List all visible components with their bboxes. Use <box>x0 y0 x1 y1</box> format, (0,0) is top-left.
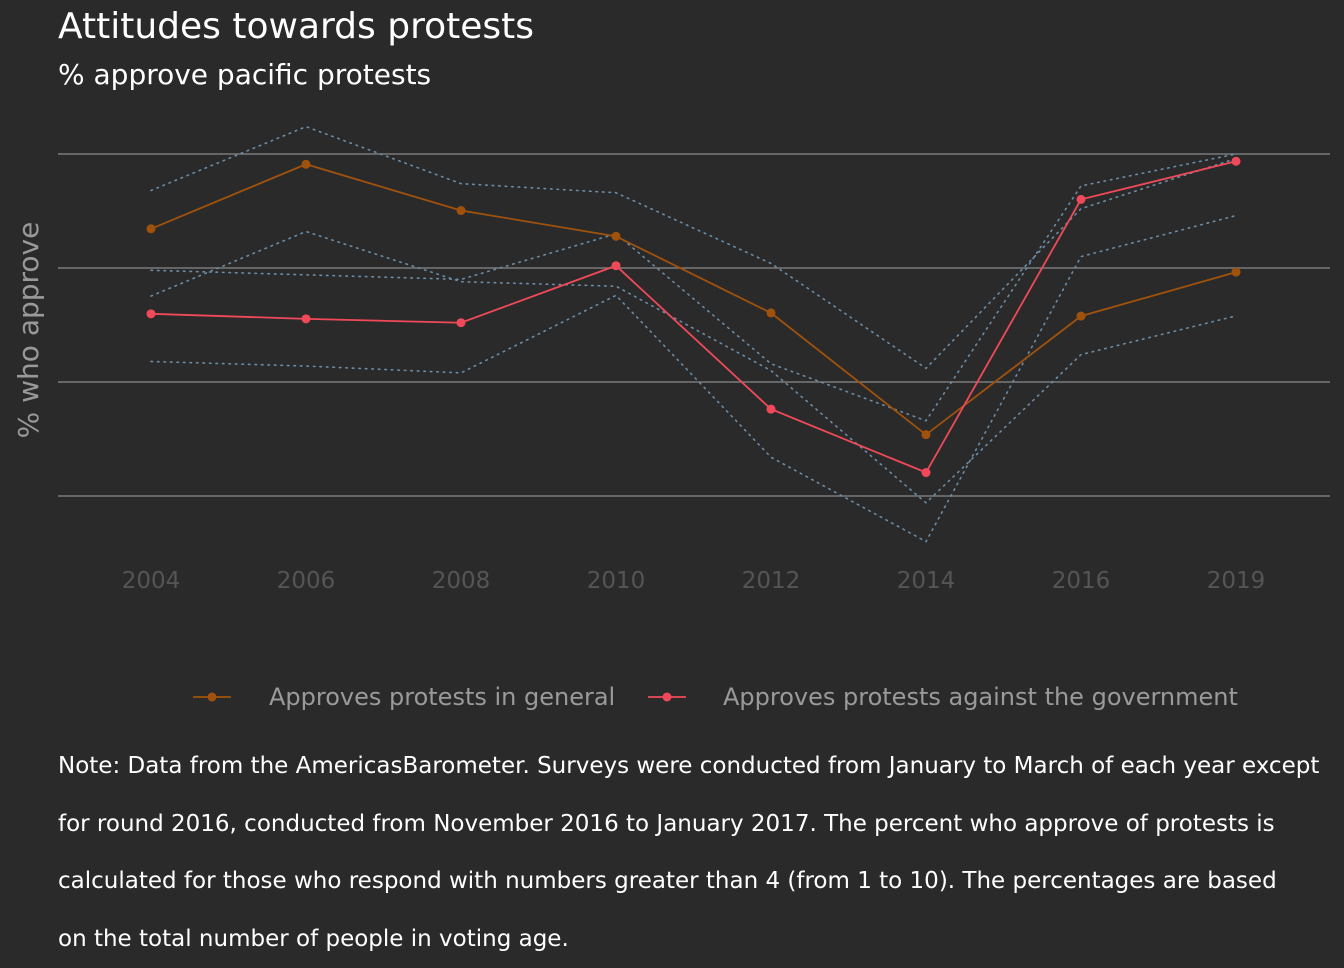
data-point <box>767 308 776 317</box>
note-line: for round 2016, conducted from November … <box>58 796 1344 854</box>
x-tick-label: 2010 <box>587 568 646 594</box>
x-tick-label: 2012 <box>742 568 801 594</box>
legend: Approves protests in general Approves pro… <box>193 683 1238 711</box>
legend-key-point <box>663 693 672 702</box>
legend-label: Approves protests against the government <box>723 683 1238 711</box>
x-tick-label: 2004 <box>122 568 181 594</box>
data-point <box>767 405 776 414</box>
data-point <box>147 224 156 233</box>
x-tick-label: 2008 <box>432 568 491 594</box>
data-point <box>1232 268 1241 277</box>
series-line <box>151 161 1236 472</box>
ci-line <box>151 216 1236 542</box>
data-point <box>147 309 156 318</box>
data-point <box>457 318 466 327</box>
chart-note: Note: Data from the AmericasBarometer. S… <box>58 738 1344 968</box>
note-line: calculated for those who respond with nu… <box>58 853 1344 911</box>
data-point <box>922 430 931 439</box>
x-tick-label: 2016 <box>1052 568 1111 594</box>
series-lines <box>147 157 1241 477</box>
line-chart: 2004 2006 2008 2010 2012 2014 2016 2019 % who a… <box>0 0 1344 730</box>
note-line: on the total number of people in voting … <box>58 911 1344 968</box>
data-point <box>612 261 621 270</box>
data-point <box>1232 157 1241 166</box>
data-point <box>302 160 311 169</box>
data-point <box>457 206 466 215</box>
data-point <box>922 468 931 477</box>
x-tick-label: 2006 <box>277 568 336 594</box>
confidence-bands <box>151 127 1236 542</box>
legend-key-point <box>208 693 217 702</box>
data-point <box>302 314 311 323</box>
data-point <box>1077 312 1086 321</box>
legend-label: Approves protests in general <box>269 683 615 711</box>
x-tick-label: 2019 <box>1207 568 1266 594</box>
y-axis-label: % who approve <box>12 222 45 439</box>
x-axis: 2004 2006 2008 2010 2012 2014 2016 2019 <box>122 568 1266 594</box>
ci-line <box>151 154 1236 421</box>
x-tick-label: 2014 <box>897 568 956 594</box>
ci-line <box>151 127 1236 369</box>
data-point <box>612 232 621 241</box>
gridlines <box>58 154 1330 496</box>
data-point <box>1077 195 1086 204</box>
note-line: Note: Data from the AmericasBarometer. S… <box>58 738 1344 796</box>
